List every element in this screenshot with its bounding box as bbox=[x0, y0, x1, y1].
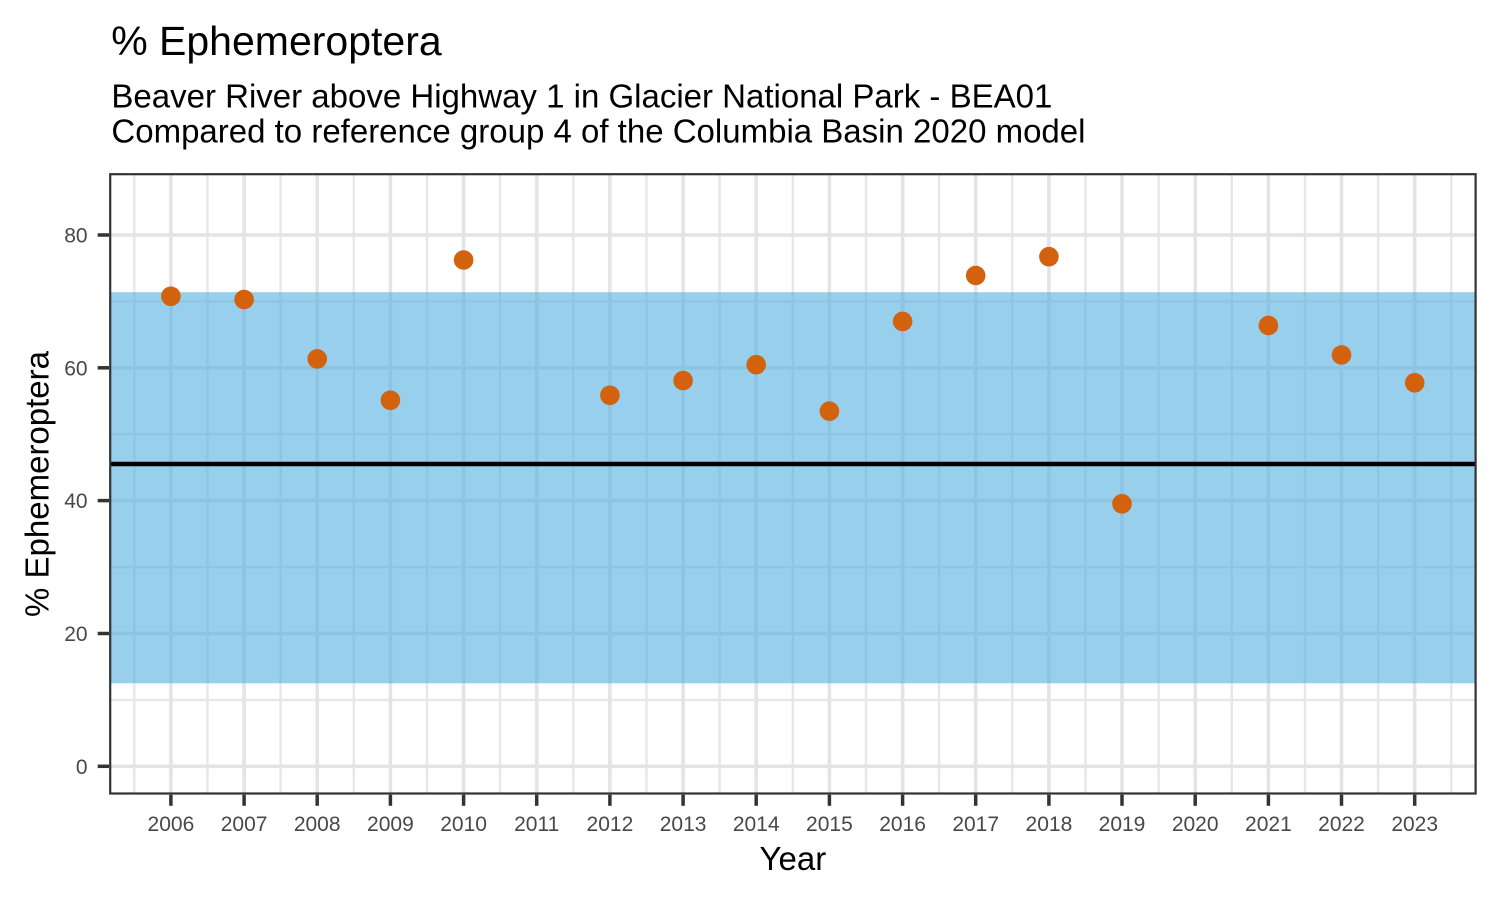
svg-text:60: 60 bbox=[64, 357, 87, 380]
svg-text:80: 80 bbox=[64, 225, 87, 248]
svg-text:2023: 2023 bbox=[1391, 813, 1438, 836]
svg-text:2010: 2010 bbox=[440, 813, 487, 836]
svg-text:% Ephemeroptera: % Ephemeroptera bbox=[111, 18, 442, 64]
svg-text:2008: 2008 bbox=[294, 813, 341, 836]
svg-text:2009: 2009 bbox=[367, 813, 414, 836]
svg-text:2022: 2022 bbox=[1318, 813, 1365, 836]
svg-text:40: 40 bbox=[64, 490, 87, 513]
svg-text:2015: 2015 bbox=[806, 813, 853, 836]
svg-text:2019: 2019 bbox=[1099, 813, 1146, 836]
svg-text:Beaver River above Highway 1 i: Beaver River above Highway 1 in Glacier … bbox=[111, 78, 1052, 115]
svg-text:2007: 2007 bbox=[221, 813, 268, 836]
svg-text:2014: 2014 bbox=[733, 813, 780, 836]
svg-text:Year: Year bbox=[760, 840, 827, 877]
svg-text:2011: 2011 bbox=[514, 813, 559, 836]
svg-text:2021: 2021 bbox=[1245, 813, 1292, 836]
svg-text:% Ephemeroptera: % Ephemeroptera bbox=[19, 350, 56, 617]
svg-text:2018: 2018 bbox=[1026, 813, 1073, 836]
svg-text:2020: 2020 bbox=[1172, 813, 1219, 836]
svg-text:Compared to reference group 4: Compared to reference group 4 of the Col… bbox=[111, 113, 1085, 150]
svg-text:2006: 2006 bbox=[148, 813, 195, 836]
svg-text:2012: 2012 bbox=[587, 813, 634, 836]
svg-text:2013: 2013 bbox=[660, 813, 707, 836]
svg-text:2017: 2017 bbox=[952, 813, 999, 836]
svg-text:20: 20 bbox=[64, 623, 87, 646]
svg-text:0: 0 bbox=[76, 756, 88, 779]
svg-text:2016: 2016 bbox=[879, 813, 926, 836]
